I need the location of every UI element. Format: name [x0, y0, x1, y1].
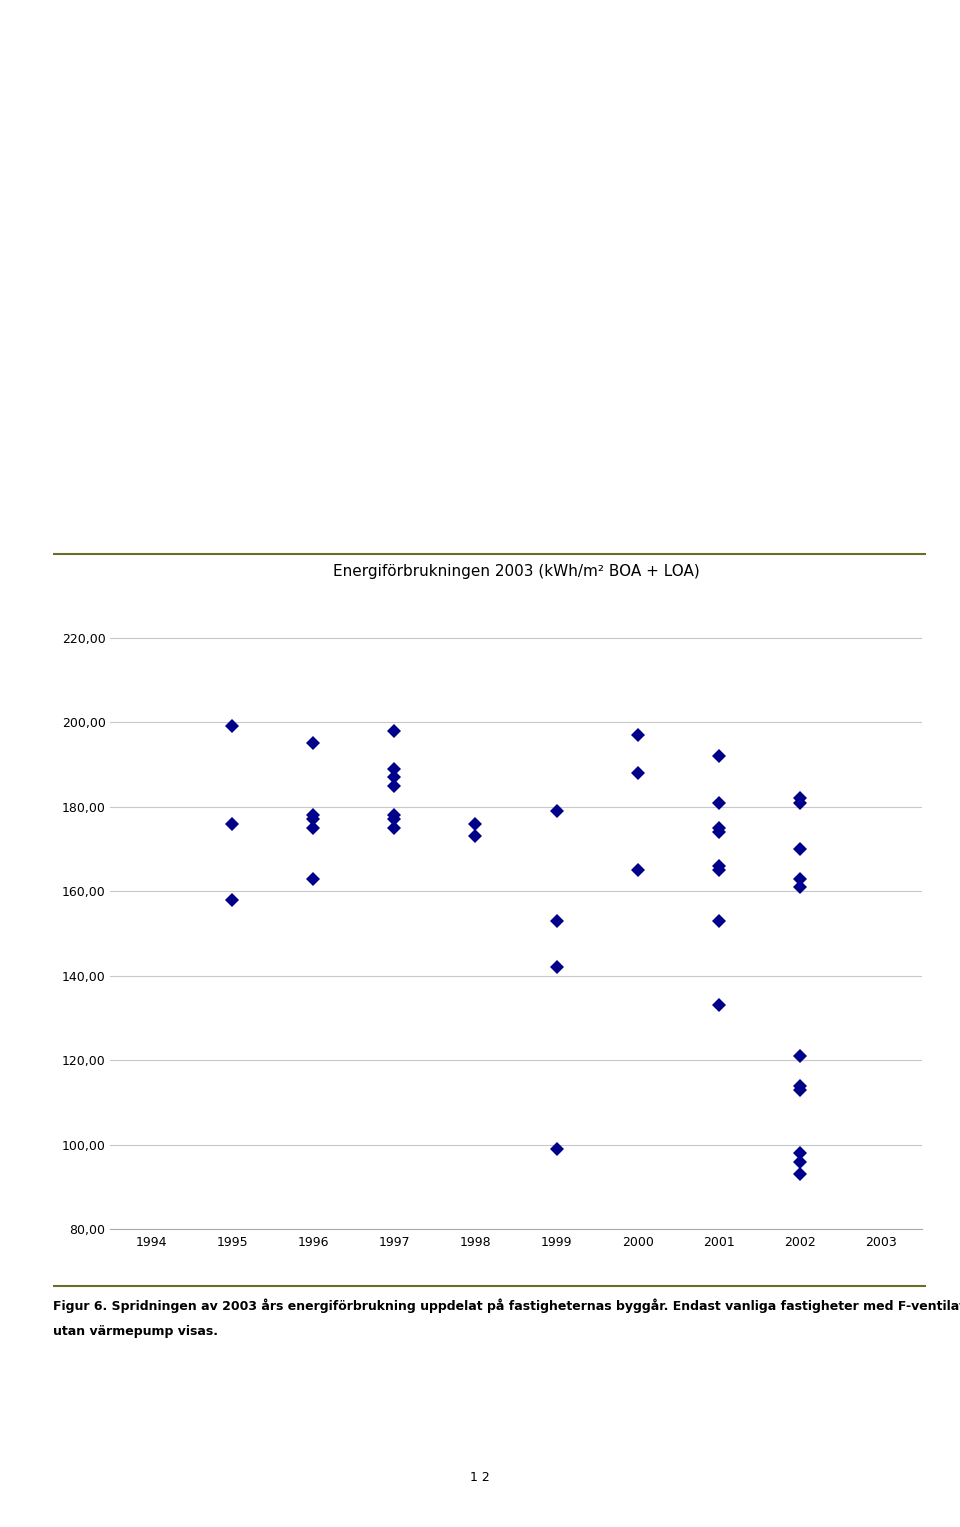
Text: Figur 6. Spridningen av 2003 års energiförbrukning uppdelat på fastigheternas by: Figur 6. Spridningen av 2003 års energif…	[53, 1298, 960, 1313]
Text: utan värmepump visas.: utan värmepump visas.	[53, 1325, 218, 1339]
Text: 1 2: 1 2	[470, 1471, 490, 1484]
Title: Energiförbrukningen 2003 (kWh/m² BOA + LOA): Energiförbrukningen 2003 (kWh/m² BOA + L…	[332, 563, 700, 579]
